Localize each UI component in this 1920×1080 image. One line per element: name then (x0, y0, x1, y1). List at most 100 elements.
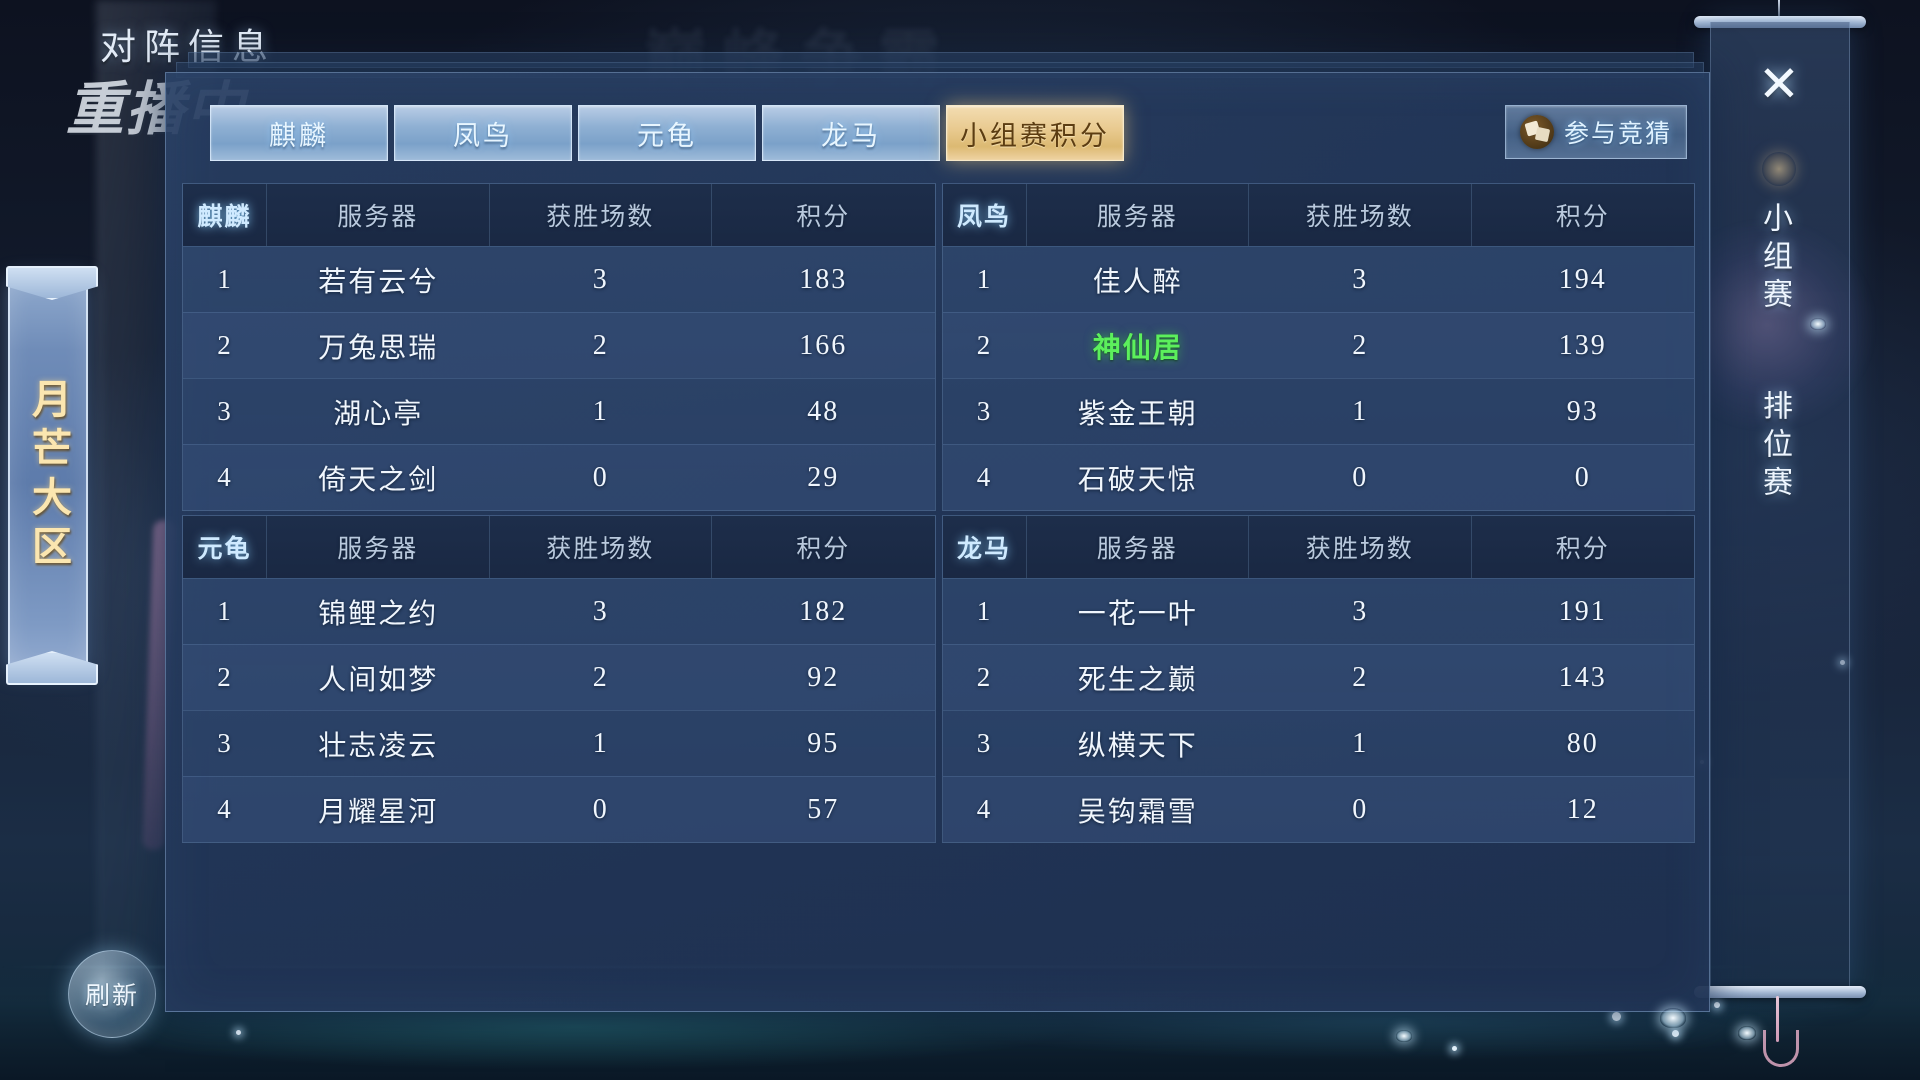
cell-wins: 2 (1352, 661, 1369, 693)
cell-score: 80 (1566, 727, 1599, 759)
table-row[interactable]: 4 石破天惊 0 0 (942, 444, 1694, 510)
cell-rank: 4 (217, 462, 233, 492)
table-row[interactable]: 4 月耀星河 0 57 (183, 776, 935, 842)
cell-rank: 2 (217, 662, 233, 692)
cell-score: 29 (807, 461, 840, 493)
cell-rank: 3 (976, 728, 993, 758)
table-row[interactable]: 2 神仙居 2 139 (942, 312, 1694, 378)
cell-wins: 0 (1352, 461, 1369, 493)
table-row[interactable]: 3 纵横天下 1 80 (942, 710, 1694, 776)
cell-server: 若有云兮 (318, 265, 439, 297)
group-table-fengniao: 凤鸟 服务器 获胜场数 积分 1 佳人醉 3 194 2 神仙居 2 139 (941, 183, 1695, 511)
table-row[interactable]: 2 人间如梦 2 92 (183, 644, 935, 710)
cell-wins: 3 (1352, 595, 1369, 627)
cell-rank: 2 (976, 330, 993, 360)
table-row[interactable]: 1 若有云兮 3 183 (183, 246, 935, 312)
cell-server: 湖心亭 (333, 397, 424, 429)
firefly-sparkle (1714, 1002, 1720, 1008)
close-icon[interactable]: ✕ (1758, 56, 1800, 112)
cell-server: 死生之巅 (1077, 663, 1198, 695)
table-row[interactable]: 1 锦鲤之约 3 182 (183, 578, 935, 644)
cell-rank: 3 (976, 396, 993, 426)
butterfly-icon (1810, 318, 1826, 330)
column-server: 服务器 (1027, 184, 1249, 246)
cell-score: 95 (807, 727, 840, 759)
scroll-tab-ranked[interactable]: 排位赛 (1758, 390, 1791, 504)
group-name: 凤鸟 (943, 184, 1027, 246)
cell-rank: 4 (976, 462, 993, 492)
firefly-sparkle (1672, 1030, 1679, 1037)
cell-server: 佳人醉 (1092, 265, 1183, 297)
firefly-sparkle (236, 1030, 241, 1035)
firefly-sparkle (1612, 1012, 1621, 1021)
table-header-row: 龙马 服务器 获胜场数 积分 (942, 516, 1694, 578)
cell-wins: 0 (592, 461, 609, 493)
firefly-sparkle (1452, 1046, 1457, 1051)
table-row[interactable]: 2 死生之巅 2 143 (942, 644, 1694, 710)
table-row[interactable]: 3 紫金王朝 1 93 (942, 378, 1694, 444)
table-row[interactable]: 2 万兔思瑞 2 166 (183, 312, 935, 378)
lotus-decoration (1695, 220, 1875, 430)
table-row[interactable]: 3 壮志凌云 1 95 (183, 710, 935, 776)
join-betting-label: 参与竞猜 (1564, 120, 1673, 148)
region-banner: 月芒大区 (8, 278, 88, 673)
cell-score: 12 (1566, 793, 1599, 825)
cell-rank: 1 (217, 596, 233, 626)
column-score: 积分 (796, 203, 851, 231)
table-row[interactable]: 1 佳人醉 3 194 (942, 246, 1694, 312)
cell-server: 锦鲤之约 (318, 597, 439, 629)
cell-server: 壮志凌云 (318, 729, 439, 761)
cell-server: 石破天惊 (1077, 463, 1198, 495)
refresh-button[interactable]: 刷新 (68, 950, 156, 1038)
cell-wins: 1 (592, 727, 609, 759)
cell-rank: 3 (217, 396, 233, 426)
cell-wins: 3 (1352, 263, 1369, 295)
column-wins: 获胜场数 (490, 516, 712, 578)
cell-rank: 4 (976, 794, 993, 824)
table-row[interactable]: 4 吴钩霜雪 0 12 (942, 776, 1694, 842)
cell-wins: 2 (592, 329, 609, 361)
tab-fengniao[interactable]: 凤鸟 (394, 105, 572, 161)
group-table-yuangui: 元龟 服务器 获胜场数 积分 1 锦鲤之约 3 182 2 人间如梦 2 92 (182, 515, 936, 843)
column-wins: 获胜场数 (1249, 184, 1472, 246)
tab-qilin[interactable]: 麒麟 (210, 105, 388, 161)
join-betting-button[interactable]: 参与竞猜 (1505, 105, 1687, 159)
table-row[interactable]: 3 湖心亭 1 48 (183, 378, 935, 444)
tab-yuangui[interactable]: 元龟 (578, 105, 756, 161)
tab-group-points[interactable]: 小组赛积分 (946, 105, 1124, 161)
cell-wins: 0 (592, 793, 609, 825)
flower-icon (1762, 152, 1796, 186)
cell-server: 月耀星河 (318, 795, 439, 827)
table-row[interactable]: 4 倚天之剑 0 29 (183, 444, 935, 510)
cell-score: 191 (1558, 595, 1607, 627)
cell-score: 166 (799, 329, 848, 361)
cell-wins: 2 (1352, 329, 1369, 361)
tab-bar: 麒麟 凤鸟 元龟 龙马 小组赛积分 (210, 105, 1124, 161)
scroll-tab-group-stage[interactable]: 小组赛 (1758, 202, 1791, 316)
group-name: 元龟 (183, 516, 267, 578)
table-row[interactable]: 1 一花一叶 3 191 (942, 578, 1694, 644)
cell-score: 183 (799, 263, 848, 295)
cell-rank: 1 (976, 264, 993, 294)
cell-score: 139 (1558, 329, 1607, 361)
butterfly-icon (1396, 1030, 1412, 1042)
table-header-row: 元龟 服务器 获胜场数 积分 (183, 516, 935, 578)
cell-wins: 0 (1352, 793, 1369, 825)
cell-wins: 1 (592, 395, 609, 427)
cell-wins: 1 (1352, 727, 1369, 759)
cell-score: 57 (807, 793, 840, 825)
cell-score: 93 (1566, 395, 1599, 427)
table-header-row: 麒麟 服务器 获胜场数 积分 (183, 184, 935, 246)
tab-longma[interactable]: 龙马 (762, 105, 940, 161)
table-header-row: 凤鸟 服务器 获胜场数 积分 (942, 184, 1694, 246)
refresh-button-label: 刷新 (84, 982, 139, 1010)
cell-rank: 1 (976, 596, 993, 626)
cell-score: 0 (1574, 461, 1591, 493)
cell-rank: 4 (217, 794, 233, 824)
column-wins: 获胜场数 (490, 184, 712, 246)
butterfly-icon (1738, 1026, 1756, 1040)
cell-server: 紫金王朝 (1077, 397, 1198, 429)
column-score: 积分 (796, 535, 851, 563)
cell-wins: 3 (592, 263, 609, 295)
scroll-rod-bottom (1694, 986, 1866, 998)
